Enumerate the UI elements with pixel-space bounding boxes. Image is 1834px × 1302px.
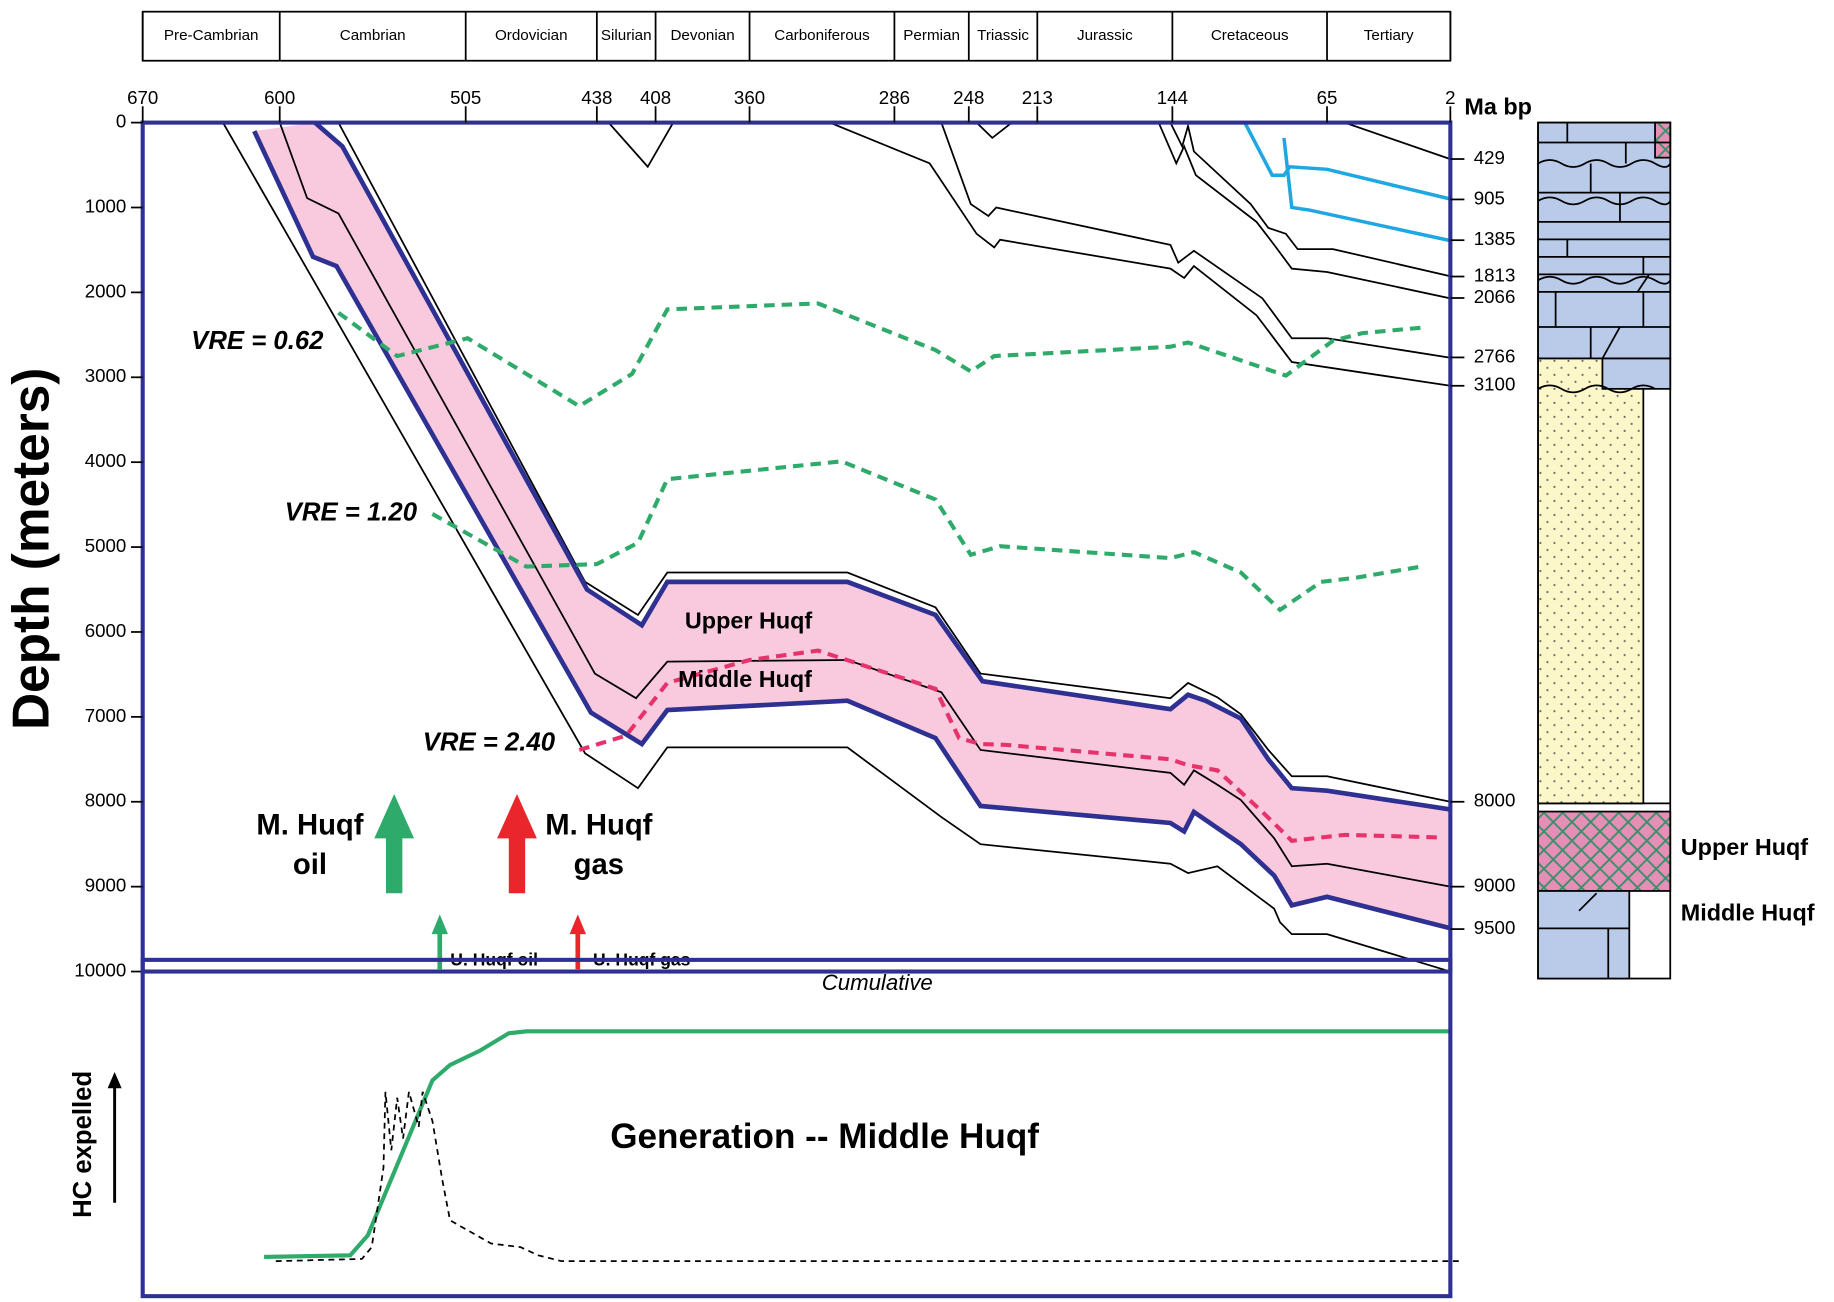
chart-0 xyxy=(223,123,1450,972)
x-tick-label: 65 xyxy=(1317,87,1338,108)
x-tick-label: 408 xyxy=(640,87,671,108)
period-name: Cambrian xyxy=(340,27,406,44)
line-series xyxy=(338,303,1426,406)
right-label: 9500 xyxy=(1474,917,1516,938)
line-series xyxy=(941,123,1450,358)
x-tick-label: 2 xyxy=(1445,87,1455,108)
period-name: Tertiary xyxy=(1364,27,1414,44)
x-tick-label: 360 xyxy=(734,87,765,108)
figure: Upper Huqf Middle Huqf Ma bp Depth (mete… xyxy=(0,0,1834,1302)
oil-arrow xyxy=(374,794,414,893)
strat-column xyxy=(1538,123,1670,979)
axis-arrow-head xyxy=(108,1072,122,1088)
annotation: M. Huqf xyxy=(256,809,363,841)
y-tick-label: 0 xyxy=(116,111,126,132)
y-tick-label: 6000 xyxy=(85,620,127,641)
y-tick-label: 2000 xyxy=(85,280,127,301)
y-tick-label: 8000 xyxy=(85,790,127,811)
annotation: Cumulative xyxy=(822,970,933,995)
line-series xyxy=(609,123,674,167)
right-label: 1813 xyxy=(1474,264,1516,285)
right-label: 2066 xyxy=(1474,286,1516,307)
period-name: Jurassic xyxy=(1077,27,1133,44)
annotation: VRE = 2.40 xyxy=(423,729,556,757)
line-series xyxy=(1245,123,1451,199)
period-name: Permian xyxy=(903,27,960,44)
annotation: VRE = 0.62 xyxy=(191,327,324,355)
annotation: Generation -- Middle Huqf xyxy=(610,1117,1039,1156)
y-tick-label: 7000 xyxy=(85,705,127,726)
line-series xyxy=(1284,138,1450,241)
period-name: Cretaceous xyxy=(1211,27,1289,44)
right-label: 429 xyxy=(1474,147,1505,168)
right-label: 2766 xyxy=(1474,345,1516,366)
line-series xyxy=(1345,123,1451,160)
gas-arrow xyxy=(497,794,537,893)
column-label: Upper Huqf xyxy=(1681,834,1808,860)
period-name: Devonian xyxy=(670,27,734,44)
x-tick-label: 248 xyxy=(953,87,984,108)
period-name: Silurian xyxy=(601,27,652,44)
y-tick-label: 9000 xyxy=(85,875,127,896)
period-name: Triassic xyxy=(977,27,1029,44)
x-tick-label: 505 xyxy=(450,87,481,108)
huqf-fill xyxy=(254,123,1450,929)
y-tick-label: 1000 xyxy=(85,195,127,216)
x-tick-label: 600 xyxy=(264,87,295,108)
period-name: Pre-Cambrian xyxy=(164,27,259,44)
y-axis-label: HC expelled xyxy=(69,1071,97,1218)
x-tick-label: 286 xyxy=(879,87,910,108)
annotation: M. Huqf xyxy=(545,809,652,841)
period-name: Ordovician xyxy=(495,27,568,44)
y-tick-label: 3000 xyxy=(85,365,127,386)
page: Upper Huqf Middle Huqf Ma bp Depth (mete… xyxy=(0,0,1834,1302)
right-label: 8000 xyxy=(1474,790,1516,811)
x-tick-label: 438 xyxy=(581,87,612,108)
right-label: 905 xyxy=(1474,187,1505,208)
annotation: Upper Huqf xyxy=(685,608,812,634)
y-tick-label: 4000 xyxy=(85,450,127,471)
annotation: oil xyxy=(293,849,327,881)
x-tick-label: 144 xyxy=(1157,87,1188,108)
x-axis-label: Ma bp xyxy=(1464,94,1532,120)
y-axis-label: Depth (meters) xyxy=(2,368,60,730)
x-tick-label: 213 xyxy=(1022,87,1053,108)
line-series xyxy=(977,123,1012,138)
period-name: Carboniferous xyxy=(774,27,870,44)
right-label: 1385 xyxy=(1474,228,1516,249)
y-tick-label: 10000 xyxy=(74,959,126,980)
annotation: gas xyxy=(574,849,624,881)
y-tick-label: 5000 xyxy=(85,535,127,556)
x-tick-label: 670 xyxy=(127,87,158,108)
right-label: 3100 xyxy=(1474,374,1516,395)
column-label: Middle Huqf xyxy=(1681,900,1815,926)
right-label: 9000 xyxy=(1474,875,1516,896)
annotation: VRE = 1.20 xyxy=(285,499,418,527)
annotation: Middle Huqf xyxy=(678,666,812,692)
line-series xyxy=(1170,123,1450,277)
